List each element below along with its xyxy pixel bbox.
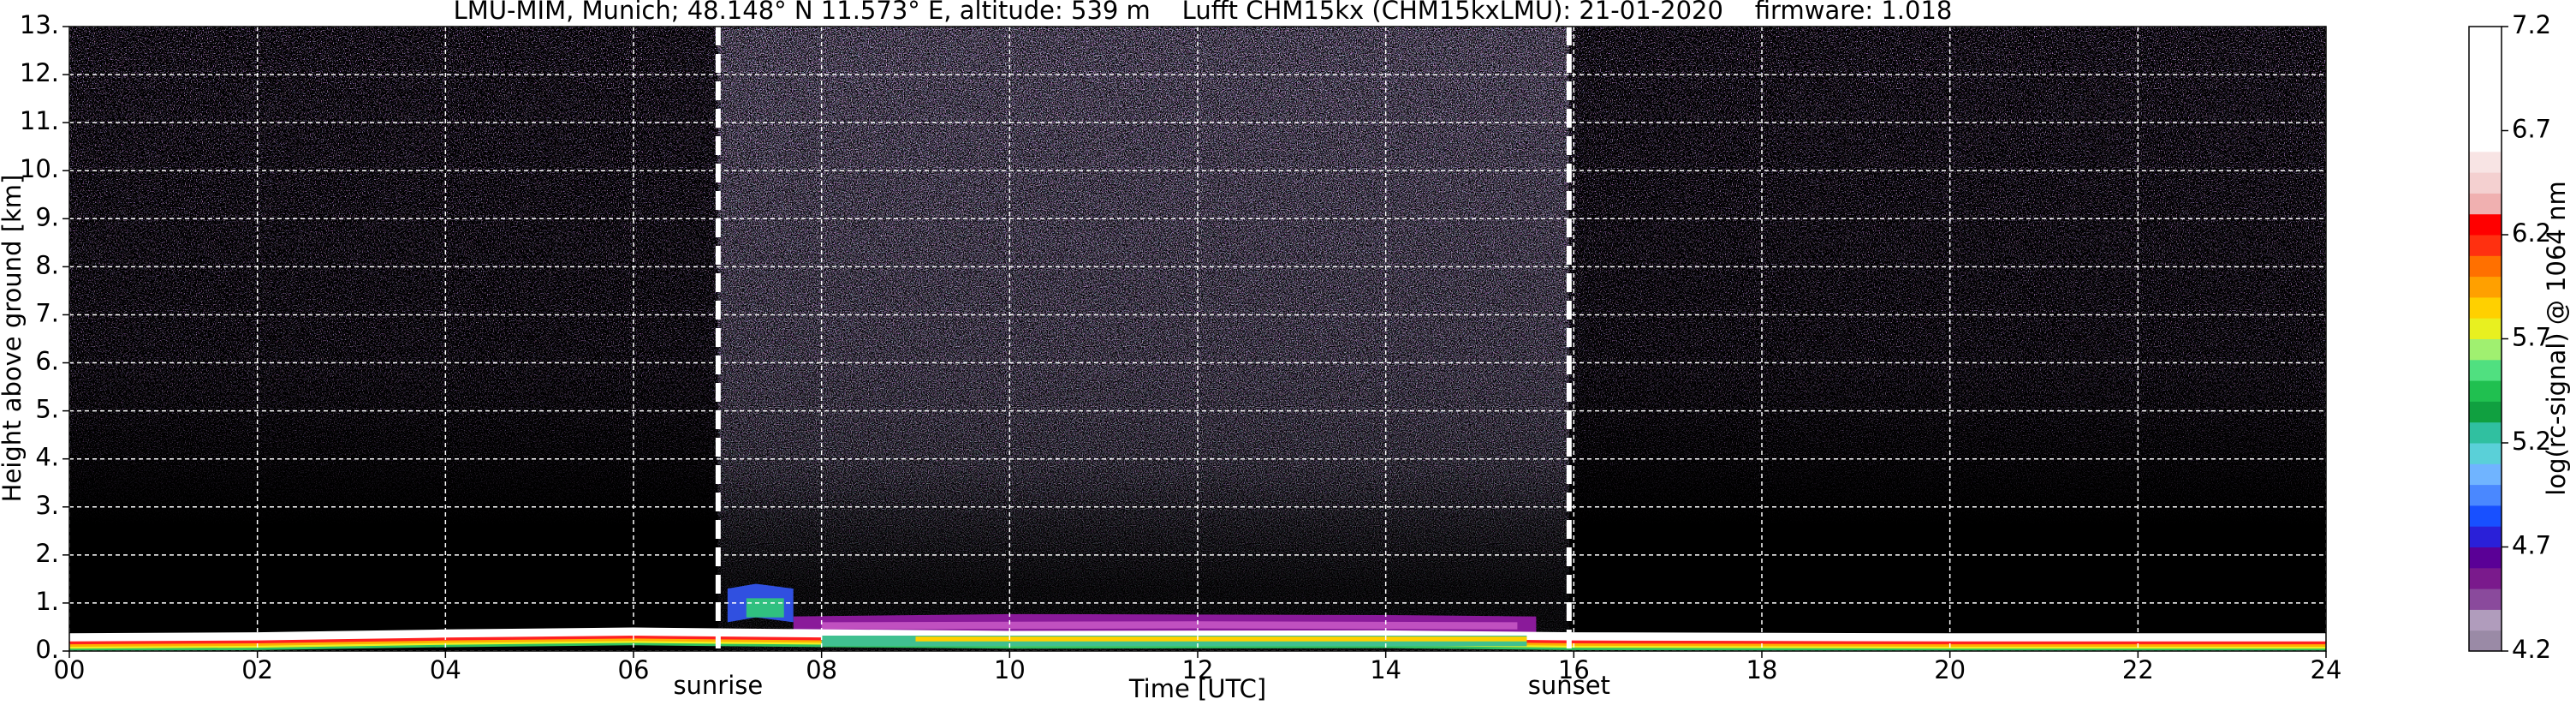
- colorbar-tick-label: 5.2: [2512, 427, 2551, 456]
- colorbar-tick-label: 6.7: [2512, 115, 2551, 144]
- y-tick-label: 3.: [35, 491, 59, 520]
- x-axis-label: Time [UTC]: [1128, 674, 1266, 703]
- x-tick-label: 06: [618, 655, 650, 684]
- y-tick-label: 13.: [20, 10, 59, 39]
- y-tick-label: 9.: [35, 202, 59, 231]
- plot-frame: [68, 26, 2327, 652]
- day-surface-top: [915, 636, 1527, 642]
- y-tick-label: 5.: [35, 395, 59, 424]
- colorbar-segment: [2469, 193, 2502, 215]
- colorbar-segment: [2469, 567, 2502, 589]
- colorbar-segment: [2469, 630, 2502, 652]
- x-tick-label: 10: [994, 655, 1026, 684]
- colorbar-segment: [2469, 589, 2502, 610]
- colorbar-tick-label: 7.2: [2512, 10, 2551, 39]
- colorbar-segment: [2469, 380, 2502, 402]
- x-tick-label: 24: [2311, 655, 2342, 684]
- y-tick-label: 7.: [35, 298, 59, 327]
- colorbar-segment: [2469, 505, 2502, 527]
- annotation-label: sunset: [1528, 671, 1610, 700]
- colorbar-segment: [2469, 359, 2502, 381]
- y-tick-label: 12.: [20, 58, 59, 87]
- colorbar-segment: [2469, 110, 2502, 131]
- annotation-label: sunrise: [673, 671, 763, 700]
- colorbar-segment: [2469, 338, 2502, 361]
- aerosol-layer-top: [821, 621, 1518, 630]
- colorbar-label: log(rc-signal) @ 1064 nm: [2542, 181, 2571, 495]
- cloud-patch-core: [746, 598, 784, 618]
- noise-day: [717, 27, 1569, 651]
- x-tick-label: 22: [2122, 655, 2154, 684]
- axes: 0. 1. 2. 3. 4. 5. 6. 7. 8. 9. 10. 11. 12. 13. 00 02 04 06…: [20, 10, 2342, 700]
- x-tick-label: 20: [1934, 655, 1966, 684]
- colorbar-segment: [2469, 296, 2502, 319]
- colorbar-tick-label: 6.2: [2512, 218, 2551, 248]
- colorbar-segment: [2469, 526, 2502, 547]
- x-tick-label: 04: [430, 655, 461, 684]
- y-tick-label: 1.: [35, 587, 59, 616]
- y-tick-label: 10.: [20, 154, 59, 183]
- y-axis-label: Height above ground [km]: [0, 175, 27, 503]
- colorbar-tick-label: 4.7: [2512, 531, 2551, 560]
- colorbar-segment: [2469, 88, 2502, 111]
- colorbar-segment: [2469, 255, 2502, 278]
- x-tick-label: 02: [241, 655, 273, 684]
- x-tick-label: 14: [1370, 655, 1401, 684]
- colorbar-segment: [2469, 213, 2502, 236]
- colorbar-segment: [2469, 151, 2502, 173]
- colorbar-segment: [2469, 609, 2502, 631]
- colorbar-segment: [2469, 463, 2502, 486]
- x-tick-label: 08: [806, 655, 837, 684]
- y-tick-label: 0.: [35, 635, 59, 664]
- colorbar-segment: [2469, 484, 2502, 506]
- y-tick-label: 6.: [35, 347, 59, 376]
- colorbar-tick-label: 5.7: [2512, 323, 2551, 352]
- colorbar-segment: [2469, 172, 2502, 194]
- colorbar-segment: [2469, 401, 2502, 423]
- y-tick-label: 8.: [35, 250, 59, 279]
- chart-title: LMU-MIM, Munich; 48.148° N 11.573° E, al…: [454, 0, 1953, 25]
- colorbar-segment: [2469, 443, 2502, 464]
- y-tick-label: 2.: [35, 539, 59, 568]
- x-tick-label: 00: [54, 655, 86, 684]
- colorbar-segment: [2469, 27, 2502, 48]
- colorbar-segment: [2469, 130, 2502, 152]
- x-tick-label: 12: [1182, 655, 1214, 684]
- colorbar-segment: [2469, 318, 2502, 339]
- colorbar-segment: [2469, 547, 2502, 569]
- colorbar-tick-label: 4.2: [2512, 635, 2551, 664]
- x-tick-label: 18: [1746, 655, 1778, 684]
- y-tick-label: 4.: [35, 443, 59, 472]
- x-tick-label: 16: [1558, 655, 1590, 684]
- colorbar-segment: [2469, 421, 2502, 444]
- colorbar-segment: [2469, 276, 2502, 298]
- colorbar-segment: [2469, 235, 2502, 256]
- y-tick-label: 11.: [20, 106, 59, 135]
- colorbar-segment: [2469, 47, 2502, 69]
- colorbar-segment: [2469, 68, 2502, 90]
